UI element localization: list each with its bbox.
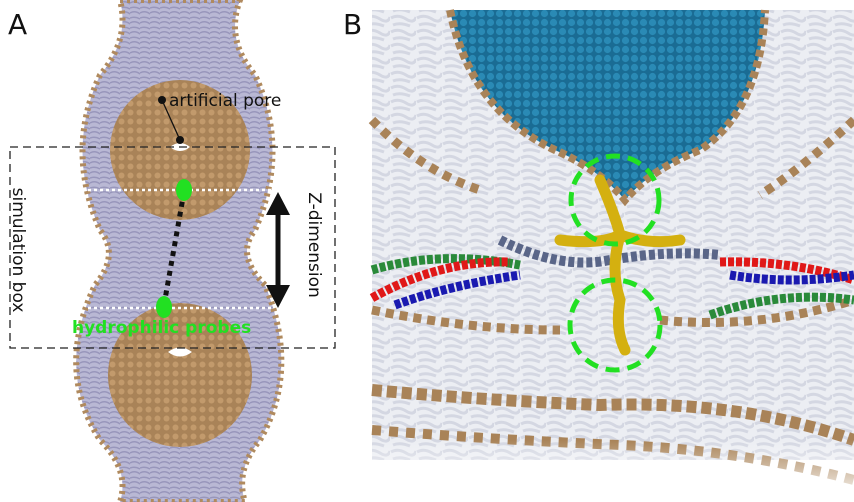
panel-label: A <box>8 8 27 41</box>
annotation: Z-dimension <box>304 192 324 298</box>
panel-b: B <box>343 8 854 502</box>
annotation: artificial pore <box>169 91 281 111</box>
panel-a: A artificial pore simulation box Z-dimen… <box>8 0 335 502</box>
pointer-dot <box>158 96 166 104</box>
pointer-dot <box>176 136 184 144</box>
probe <box>156 296 172 318</box>
fade <box>372 440 854 502</box>
figure: A artificial pore simulation box Z-dimen… <box>0 0 854 502</box>
panel-label: B <box>343 8 362 41</box>
probe <box>176 179 192 201</box>
annotation: hydrophilic probes <box>72 318 251 338</box>
annotation: simulation box <box>8 188 28 313</box>
